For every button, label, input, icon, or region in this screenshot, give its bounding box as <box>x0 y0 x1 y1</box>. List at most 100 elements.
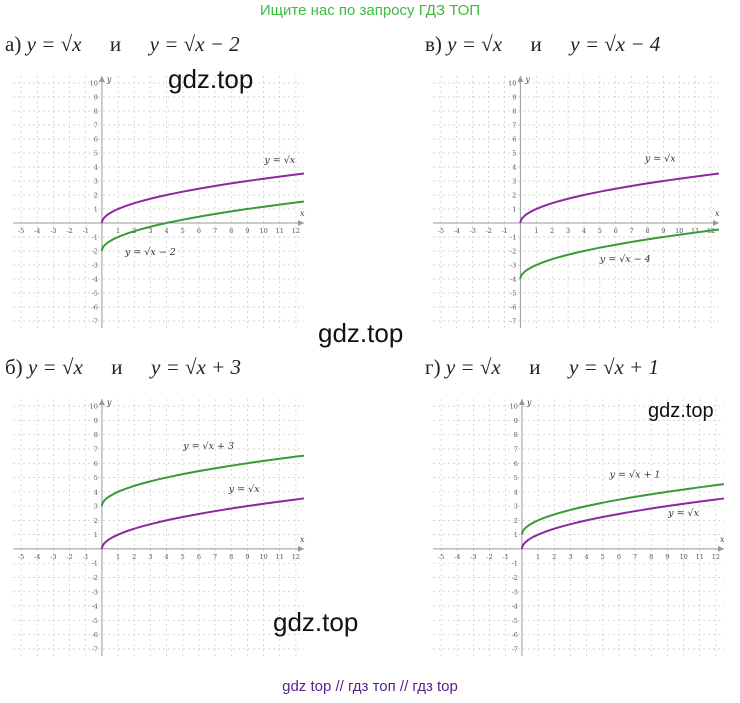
y-tick-label: 6 <box>94 136 98 144</box>
y-tick-label: 7 <box>94 445 98 453</box>
x-tick-label: 10 <box>675 227 683 235</box>
y-tick-label: -7 <box>92 645 98 653</box>
x-tick-label: -3 <box>470 227 476 235</box>
footer-links: gdz top // гдз топ // гдз top <box>282 678 458 695</box>
x-tick-label: 10 <box>679 553 687 561</box>
y-tick-label: 3 <box>512 178 516 186</box>
y-tick-label: -1 <box>512 560 518 568</box>
watermark: gdz.top <box>318 318 404 348</box>
y-tick-label: 6 <box>514 460 518 468</box>
y-tick-label: 4 <box>514 488 518 496</box>
y-tick-label: 4 <box>94 164 98 172</box>
x-tick-label: 7 <box>633 553 637 561</box>
y-tick-label: -2 <box>92 248 98 256</box>
x-tick-label: 4 <box>582 227 586 235</box>
x-tick-label: -2 <box>66 553 72 561</box>
watermark: gdz.top <box>168 64 254 94</box>
panel-heading: г) y = √x и y = √x + 1 <box>425 355 659 380</box>
y-tick-label: 5 <box>512 150 516 158</box>
x-tick-label: 1 <box>116 227 120 235</box>
series-label: y = √x <box>667 508 699 519</box>
x-axis-arrow <box>298 220 304 226</box>
y-tick-label: 8 <box>94 431 98 439</box>
y-tick-label: -3 <box>92 588 98 596</box>
y-tick-label: -4 <box>92 276 98 284</box>
y-axis-arrow <box>517 76 524 82</box>
x-tick-label: -2 <box>66 227 72 235</box>
x-tick-label: 2 <box>552 553 556 561</box>
x-tick-label: -3 <box>470 553 476 561</box>
x-tick-label: 3 <box>568 553 572 561</box>
x-tick-label: -3 <box>50 553 56 561</box>
y-tick-label: 9 <box>94 417 98 425</box>
y-tick-label: -5 <box>510 290 516 298</box>
x-tick-label: 3 <box>566 227 570 235</box>
x-tick-label: -5 <box>18 227 24 235</box>
equation-a: y = √x <box>26 32 82 56</box>
x-tick-label: -5 <box>18 553 24 561</box>
y-tick-label: 8 <box>512 108 516 116</box>
x-tick-label: 12 <box>292 227 300 235</box>
y-tick-label: -6 <box>512 631 518 639</box>
y-tick-label: 6 <box>94 460 98 468</box>
y-tick-label: -7 <box>92 318 98 326</box>
chart-panel-g: г) y = √x и y = √x + 1 x y -5 -4 -3 -2 -1 1 2 3 4 5… <box>425 355 740 675</box>
equation-b: y = √x + 1 <box>568 355 659 379</box>
chart-a: xy-5 -4 -3 -2 -1 1 2 3 4 5 6 7 8 9 10 11 1210987654321-1… <box>13 75 305 328</box>
y-tick-label: -1 <box>92 560 98 568</box>
y-tick-label: 1 <box>514 531 518 539</box>
x-tick-label: -4 <box>34 553 40 561</box>
x-tick-label: 6 <box>197 553 201 561</box>
y-tick-label: 7 <box>514 445 518 453</box>
y-tick-label: 3 <box>94 503 98 511</box>
y-tick-label: 4 <box>94 488 98 496</box>
x-tick-label: -4 <box>454 553 460 561</box>
y-axis-label: y <box>524 75 530 84</box>
y-axis-arrow <box>98 399 105 405</box>
x-tick-label: 11 <box>696 553 704 561</box>
x-tick-label: -1 <box>83 227 89 235</box>
y-tick-label: 9 <box>94 94 98 102</box>
chart-g: xy-5 -4 -3 -2 -1 1 2 3 4 5 6 7 8 9 10 11 1210987654321-1… <box>433 398 725 656</box>
panel-heading: а) y = √x и y = √x − 2 <box>5 32 240 57</box>
y-tick-label: 2 <box>94 517 98 525</box>
equation-b: y = √x − 2 <box>149 32 240 56</box>
y-tick-label: -5 <box>92 617 98 625</box>
x-tick-label: 3 <box>148 553 152 561</box>
x-axis-label: x <box>715 209 720 218</box>
series-line <box>519 228 720 279</box>
chart-panel-b: б) y = √x и y = √x + 3 x y -5 -4 -3 -2 -1 1 2 3 4 5… <box>5 355 365 675</box>
panel-label: а) <box>5 32 22 56</box>
y-tick-label: -2 <box>510 248 516 256</box>
x-tick-label: 8 <box>645 227 649 235</box>
y-tick-label: -1 <box>92 234 98 242</box>
x-tick-label: 5 <box>181 553 185 561</box>
y-tick-label: -2 <box>92 574 98 582</box>
search-hint-banner: Ищите нас по запросу ГДЗ ТОП <box>259 2 481 19</box>
y-tick-label: -1 <box>510 234 516 242</box>
x-axis-arrow <box>298 545 304 552</box>
y-tick-label: -3 <box>510 262 516 270</box>
x-tick-label: 3 <box>148 227 152 235</box>
y-tick-label: 2 <box>94 192 98 200</box>
y-tick-label: 8 <box>514 431 518 439</box>
y-tick-label: -5 <box>92 290 98 298</box>
y-tick-label: -4 <box>512 603 518 611</box>
y-tick-label: -6 <box>92 631 98 639</box>
y-tick-label: -7 <box>510 318 516 326</box>
x-tick-label: -5 <box>438 553 444 561</box>
x-tick-label: 5 <box>601 553 605 561</box>
y-axis-label: y <box>106 75 112 84</box>
x-tick-label: 12 <box>712 553 720 561</box>
y-tick-label: 10 <box>90 403 98 411</box>
y-tick-label: 7 <box>512 122 516 130</box>
x-tick-label: -2 <box>486 553 492 561</box>
y-tick-label: 5 <box>94 474 98 482</box>
series-label: y = √x − 2 <box>124 247 176 258</box>
equation-b: y = √x + 3 <box>151 355 242 379</box>
x-tick-label: -4 <box>34 227 40 235</box>
series-line <box>100 200 305 251</box>
x-tick-label: 9 <box>245 227 249 235</box>
y-tick-label: 9 <box>512 94 516 102</box>
x-tick-label: 9 <box>245 553 249 561</box>
